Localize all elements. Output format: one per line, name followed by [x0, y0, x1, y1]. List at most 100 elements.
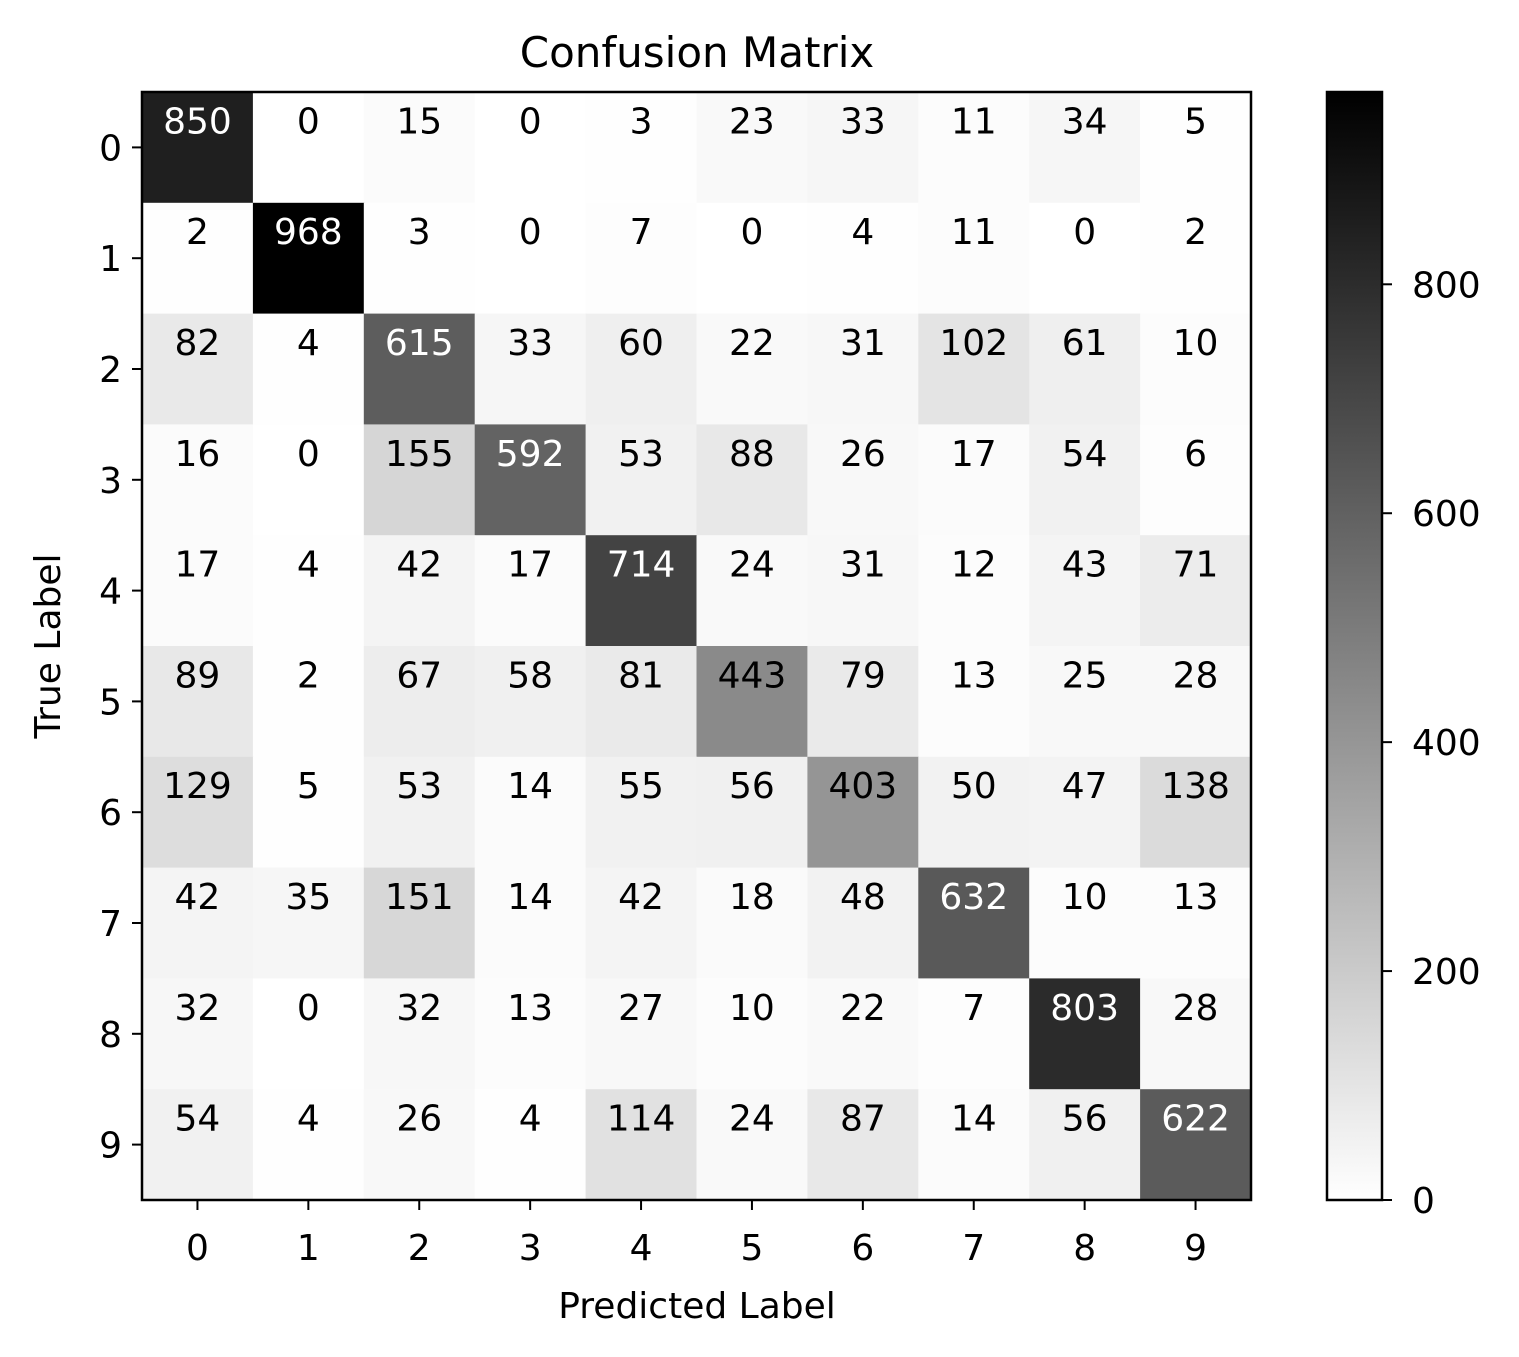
colorbar — [1325, 90, 1384, 1202]
heatmap-cell-r9-c4 — [585, 1089, 698, 1201]
cell-value-label: 18 — [729, 877, 775, 918]
cell-value-label: 56 — [729, 766, 775, 807]
heatmap-cell-r1-c7 — [918, 202, 1030, 315]
cell-value-label: 32 — [396, 988, 442, 1029]
heatmap-cell-r2-c8 — [1029, 313, 1141, 425]
cell-value-label: 26 — [840, 434, 886, 475]
heatmap-cell-r9-c5 — [696, 1089, 808, 1201]
heatmap-cell-r6-c4 — [585, 756, 698, 869]
x-axis-label: Predicted Label — [558, 1286, 836, 1327]
cell-value-label: 0 — [519, 101, 542, 142]
y-tick-label: 2 — [99, 350, 122, 391]
heatmap-cell-r2-c0 — [142, 313, 254, 425]
heatmap-cell-r9-c6 — [807, 1089, 919, 1201]
heatmap-cell-r7-c7 — [918, 867, 1030, 979]
cell-value-label: 42 — [175, 877, 221, 918]
heatmap-cell-r2-c3 — [474, 313, 587, 425]
x-tick-label: 9 — [1184, 1228, 1207, 1269]
y-axis-label: True Label — [28, 553, 69, 739]
heatmap-cell-r7-c9 — [1140, 867, 1252, 979]
heatmap-cell-r5-c1 — [252, 646, 365, 758]
cell-value-label: 850 — [163, 101, 232, 142]
colorbar-ticks: 0 200 400 600 800 — [1382, 265, 1481, 1222]
cell-value-label: 4 — [297, 1099, 320, 1140]
heatmap-cell-r7-c2 — [363, 867, 476, 979]
cell-value-label: 60 — [618, 323, 664, 364]
cell-value-label: 632 — [939, 877, 1008, 918]
heatmap-cell-r1-c2 — [363, 202, 476, 315]
heatmap-cell-r0-c9 — [1140, 92, 1252, 204]
cell-value-label: 129 — [163, 766, 232, 807]
cell-value-label: 4 — [297, 545, 320, 586]
heatmap-cell-r1-c1 — [252, 202, 365, 315]
heatmap-cell-r8-c4 — [585, 978, 698, 1090]
heatmap-cell-r8-c3 — [474, 978, 587, 1090]
cell-value-label: 4 — [297, 323, 320, 364]
heatmap-cell-r7-c4 — [585, 867, 698, 979]
cell-value-label: 47 — [1062, 766, 1108, 807]
cell-value-label: 32 — [175, 988, 221, 1029]
heatmap-cell-r0-c6 — [807, 92, 919, 204]
chart-title: Confusion Matrix — [520, 28, 875, 77]
cell-value-label: 55 — [618, 766, 664, 807]
cell-value-label: 14 — [951, 1099, 997, 1140]
heatmap-cell-r7-c3 — [474, 867, 587, 979]
heatmap-cell-r6-c5 — [696, 756, 808, 869]
heatmap-cell-r9-c0 — [142, 1089, 254, 1201]
heatmap-cell-r5-c0 — [142, 646, 254, 758]
cell-value-label: 138 — [1161, 766, 1230, 807]
cell-value-label: 82 — [175, 323, 221, 364]
heatmap-cell-r3-c1 — [252, 424, 365, 536]
heatmap-cell-r9-c2 — [363, 1089, 476, 1201]
plot-frame — [140, 90, 1253, 1202]
cell-value-label: 5 — [1184, 101, 1207, 142]
cell-value-label: 15 — [396, 101, 442, 142]
heatmap-cell-r5-c2 — [363, 646, 476, 758]
heatmap-cell-r8-c6 — [807, 978, 919, 1090]
heatmap-cell-r7-c8 — [1029, 867, 1141, 979]
cell-value-label: 6 — [1184, 434, 1207, 475]
heatmap-cell-r3-c2 — [363, 424, 476, 536]
cell-value-label: 53 — [618, 434, 664, 475]
cell-value-label: 54 — [1062, 434, 1108, 475]
cell-value-label: 13 — [1173, 877, 1219, 918]
colorbar-tick-label: 200 — [1412, 952, 1481, 993]
heatmap-cell-r2-c9 — [1140, 313, 1252, 425]
heatmap-cell-r2-c4 — [585, 313, 698, 425]
heatmap-cell-r3-c8 — [1029, 424, 1141, 536]
heatmap-cell-r0-c8 — [1029, 92, 1141, 204]
heatmap-cell-r9-c3 — [474, 1089, 587, 1201]
heatmap-cell-r8-c5 — [696, 978, 808, 1090]
cell-value-label: 23 — [729, 101, 775, 142]
heatmap-cell-r4-c6 — [807, 535, 919, 647]
cell-value-label: 968 — [274, 212, 343, 253]
x-axis-ticks: 0 1 2 3 4 5 6 7 8 9 — [186, 1200, 1207, 1269]
heatmap-cell-r8-c1 — [252, 978, 365, 1090]
heatmap-cell-r1-c9 — [1140, 202, 1252, 315]
heatmap-cell-r3-c4 — [585, 424, 698, 536]
cell-value-label: 43 — [1062, 545, 1108, 586]
heatmap-cell-r5-c4 — [585, 646, 698, 758]
y-axis-ticks: 0 1 2 3 4 5 6 7 8 9 — [99, 128, 142, 1167]
cell-value-label: 4 — [851, 212, 874, 253]
cell-value-label: 81 — [618, 655, 664, 696]
cell-value-label: 622 — [1161, 1099, 1230, 1140]
colorbar-tick-label: 0 — [1412, 1181, 1435, 1222]
cell-value-label: 10 — [1173, 323, 1219, 364]
colorbar-tick-label: 400 — [1412, 723, 1481, 764]
heatmap-cell-r2-c1 — [252, 313, 365, 425]
x-tick-label: 1 — [297, 1228, 320, 1269]
cell-value-label: 151 — [385, 877, 454, 918]
heatmap-cell-r1-c3 — [474, 202, 587, 315]
heatmap-cell-r9-c1 — [252, 1089, 365, 1201]
heatmap-cell-r7-c6 — [807, 867, 919, 979]
colorbar-tick-label: 600 — [1412, 494, 1481, 535]
heatmap-cell-r9-c8 — [1029, 1089, 1141, 1201]
cell-value-label: 11 — [951, 212, 997, 253]
heatmap-cell-r3-c0 — [142, 424, 254, 536]
heatmap-cell-r6-c7 — [918, 756, 1030, 869]
cell-value-label: 31 — [840, 545, 886, 586]
heatmap-cell-r2-c2 — [363, 313, 476, 425]
cell-value-label: 67 — [396, 655, 442, 696]
